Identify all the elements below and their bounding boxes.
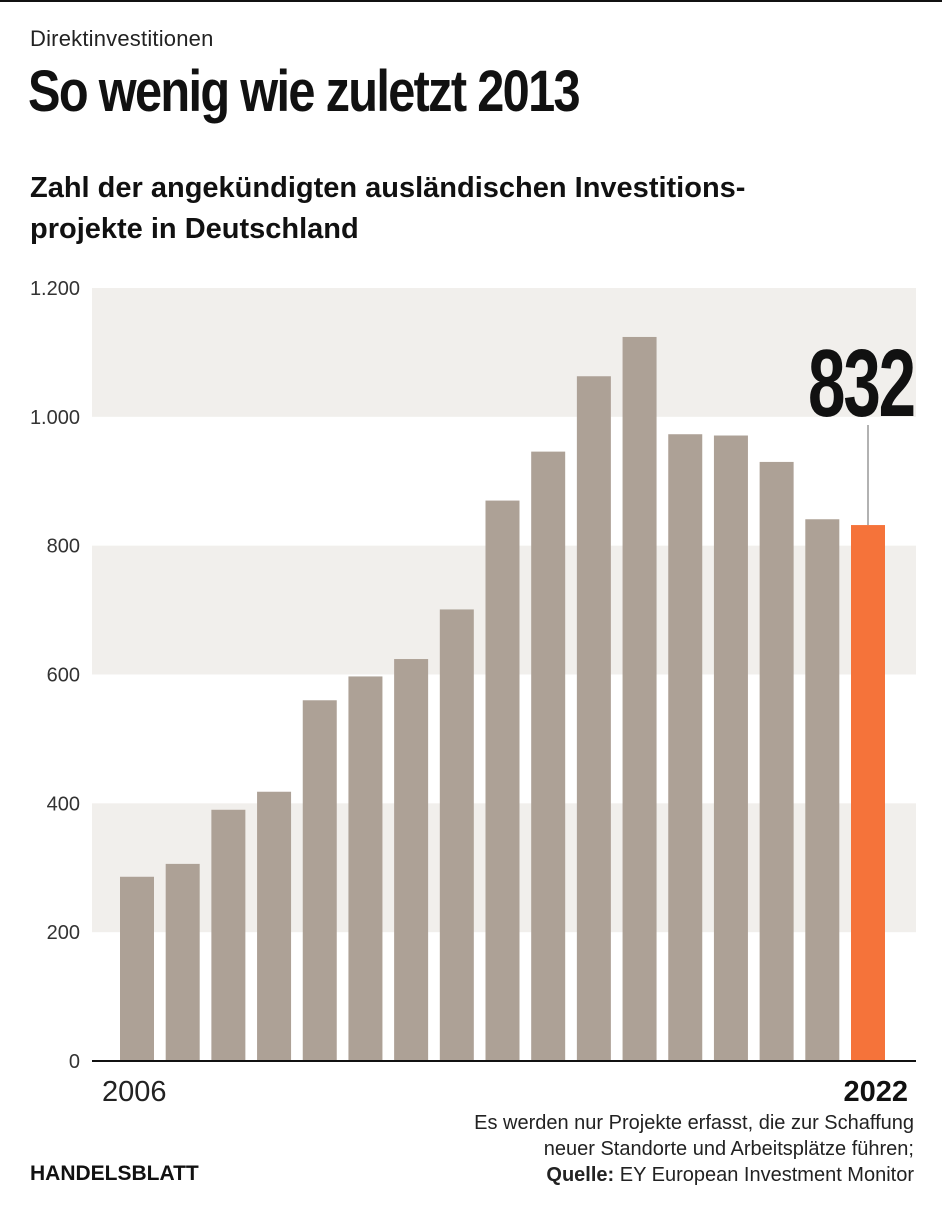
highlight-value-label: 832	[808, 330, 914, 437]
x-tick-label-first: 2006	[102, 1076, 167, 1108]
footnote: Es werden nur Projekte erfasst, die zur …	[474, 1110, 914, 1188]
bar-2007	[165, 863, 200, 1061]
y-tick-label: 800	[47, 536, 80, 558]
subtitle-line-2: projekte in Deutschland	[30, 213, 359, 245]
y-tick-label: 400	[47, 793, 80, 815]
chart-subtitle: Zahl der angekündigten ausländischen Inv…	[30, 168, 910, 250]
brand-logo-text: HANDELSBLATT	[30, 1162, 199, 1185]
source-text: EY European Investment Monitor	[614, 1164, 914, 1186]
y-tick-label: 1.200	[30, 278, 80, 300]
subtitle-line-1: Zahl der angekündigten ausländischen Inv…	[30, 172, 746, 204]
bar-2016	[576, 376, 611, 1061]
bar-2006	[120, 876, 154, 1061]
footnote-line-2: neuer Standorte und Arbeitsplätze führen…	[543, 1138, 914, 1160]
footnote-line-1: Es werden nur Projekte erfasst, die zur …	[474, 1112, 914, 1134]
top-rule	[0, 0, 942, 2]
bar-2012	[394, 659, 429, 1061]
bar-2017	[622, 336, 657, 1061]
y-tick-label: 600	[47, 665, 80, 687]
bar-2010	[302, 700, 337, 1061]
y-tick-label: 1.000	[30, 407, 80, 429]
kicker: Direktinvestitionen	[30, 26, 214, 51]
bar-2008	[211, 809, 246, 1061]
bar-2009	[257, 791, 292, 1061]
bar-2019	[713, 435, 748, 1061]
bar-2013	[439, 609, 474, 1061]
bar-2014	[485, 500, 520, 1061]
headline: So wenig wie zuletzt 2013	[28, 59, 581, 124]
bar-2021	[805, 519, 840, 1061]
bar-highlight-2022	[851, 525, 885, 1061]
bar-2018	[668, 434, 703, 1061]
bar-2020	[759, 461, 794, 1061]
source-label: Quelle:	[546, 1164, 615, 1186]
y-tick-label: 0	[69, 1051, 80, 1073]
bar-2011	[348, 676, 383, 1061]
grid-band	[92, 288, 916, 417]
y-tick-label: 200	[47, 922, 80, 944]
bar-2015	[531, 451, 566, 1061]
x-tick-label-last: 2022	[843, 1076, 908, 1108]
source-line: Quelle: EY European Investment Monitor	[474, 1162, 914, 1188]
